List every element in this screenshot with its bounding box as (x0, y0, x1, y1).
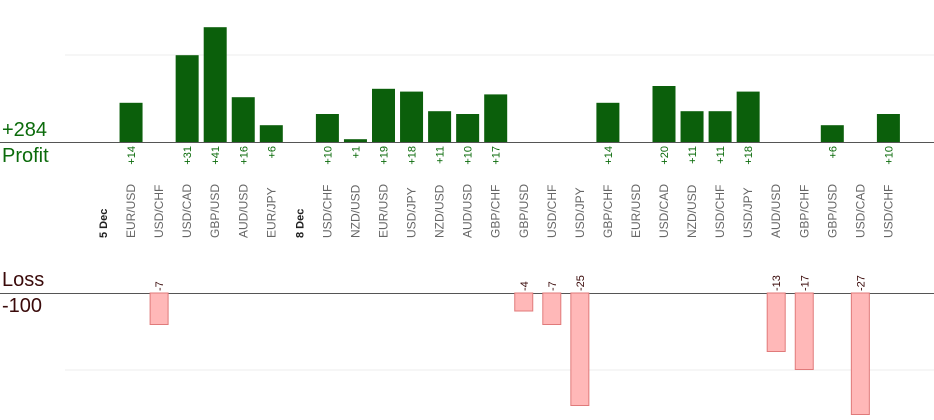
profit-value-label: +10 (883, 146, 895, 165)
pair-label: USD/JPY (405, 187, 419, 238)
profit-bar (876, 114, 900, 142)
loss-title: Loss (2, 269, 45, 291)
profit-value-label: +11 (687, 146, 699, 164)
pair-label: GBP/USD (208, 184, 222, 238)
profit-value-label: +11 (435, 146, 447, 164)
pair-label: USD/CHF (320, 185, 334, 238)
pair-label: USD/CAD (657, 184, 671, 238)
profit-bar (596, 102, 620, 142)
profit-bar (820, 125, 844, 142)
pair-label: USD/CHF (152, 185, 166, 238)
pair-label: GBP/CHF (489, 185, 503, 238)
profit-value-label: +31 (182, 146, 194, 165)
profit-bar (484, 94, 508, 142)
pair-label: USD/CHF (545, 185, 559, 238)
profit-value-label: +16 (238, 146, 250, 165)
profit-value-label: +18 (407, 146, 419, 165)
pair-label: GBP/CHF (601, 185, 615, 238)
profit-bar (343, 139, 367, 142)
profit-bar (315, 114, 339, 142)
loss-value-label: -17 (799, 275, 811, 291)
profit-value-label: +1 (350, 146, 362, 159)
pair-label: GBP/USD (517, 184, 531, 238)
loss-total: -100 (2, 295, 43, 317)
pair-label: NZD/USD (685, 184, 699, 238)
date-label: 8 Dec (294, 209, 306, 238)
profit-value-label: +19 (379, 146, 391, 165)
pair-label: USD/CHF (713, 185, 727, 238)
profit-bar (203, 27, 227, 143)
profit-bar (680, 111, 704, 142)
pair-label: USD/CAD (180, 184, 194, 238)
profit-value-label: +41 (210, 146, 222, 165)
profit-bar (456, 114, 480, 142)
profit-bar (231, 97, 255, 142)
loss-value-label: -7 (154, 281, 166, 291)
pair-label: AUD/USD (769, 184, 783, 238)
profit-title: Profit (2, 145, 49, 167)
loss-bar (850, 292, 870, 415)
profit-value-label: +11 (715, 146, 727, 164)
profit-bar (119, 102, 143, 142)
loss-bar (794, 292, 814, 370)
profit-value-label: +18 (743, 146, 755, 165)
pair-label: NZD/USD (433, 184, 447, 238)
profit-bar (428, 111, 452, 142)
profit-value-label: +6 (827, 146, 839, 159)
profit-value-label: +10 (463, 146, 475, 165)
profit-bar (175, 55, 199, 143)
loss-bar (149, 292, 169, 325)
loss-bar (514, 292, 534, 312)
pair-label: EUR/USD (377, 184, 391, 238)
loss-bar (542, 292, 562, 325)
loss-value-label: -25 (575, 275, 587, 291)
profit-value-label: +10 (322, 146, 334, 165)
pair-label: USD/JPY (741, 187, 755, 238)
pair-label: EUR/JPY (264, 187, 278, 238)
profit-value-label: +20 (659, 146, 671, 165)
pair-label: AUD/USD (236, 184, 250, 238)
pair-label: USD/CAD (853, 184, 867, 238)
loss-value-label: -7 (547, 281, 559, 291)
pair-label: AUD/USD (461, 184, 475, 238)
profit-bar (736, 91, 760, 142)
profit-bar (708, 111, 732, 142)
profit-value-label: +14 (603, 146, 615, 165)
pair-label: NZD/USD (348, 184, 362, 238)
profit-value-label: +14 (126, 146, 138, 165)
profit-bar (400, 91, 424, 142)
profit-bar (652, 86, 676, 142)
loss-value-label: -27 (855, 275, 867, 291)
profit-bar (259, 125, 283, 142)
profit-bar (372, 88, 395, 142)
pair-label: GBP/CHF (797, 185, 811, 238)
loss-value-label: -4 (519, 281, 531, 291)
pair-label: EUR/USD (124, 184, 138, 238)
profit-value-label: +6 (266, 146, 278, 159)
loss-bar (766, 292, 786, 352)
loss-value-label: -13 (771, 275, 783, 291)
loss-bar (570, 292, 590, 406)
profit-value-label: +17 (491, 146, 503, 165)
profit-total: +284 (2, 119, 48, 141)
pair-label: EUR/USD (629, 184, 643, 238)
pair-label: GBP/USD (825, 184, 839, 238)
pair-label: USD/CHF (881, 185, 895, 238)
date-label: 5 Dec (98, 209, 110, 238)
pair-label: USD/JPY (573, 187, 587, 238)
